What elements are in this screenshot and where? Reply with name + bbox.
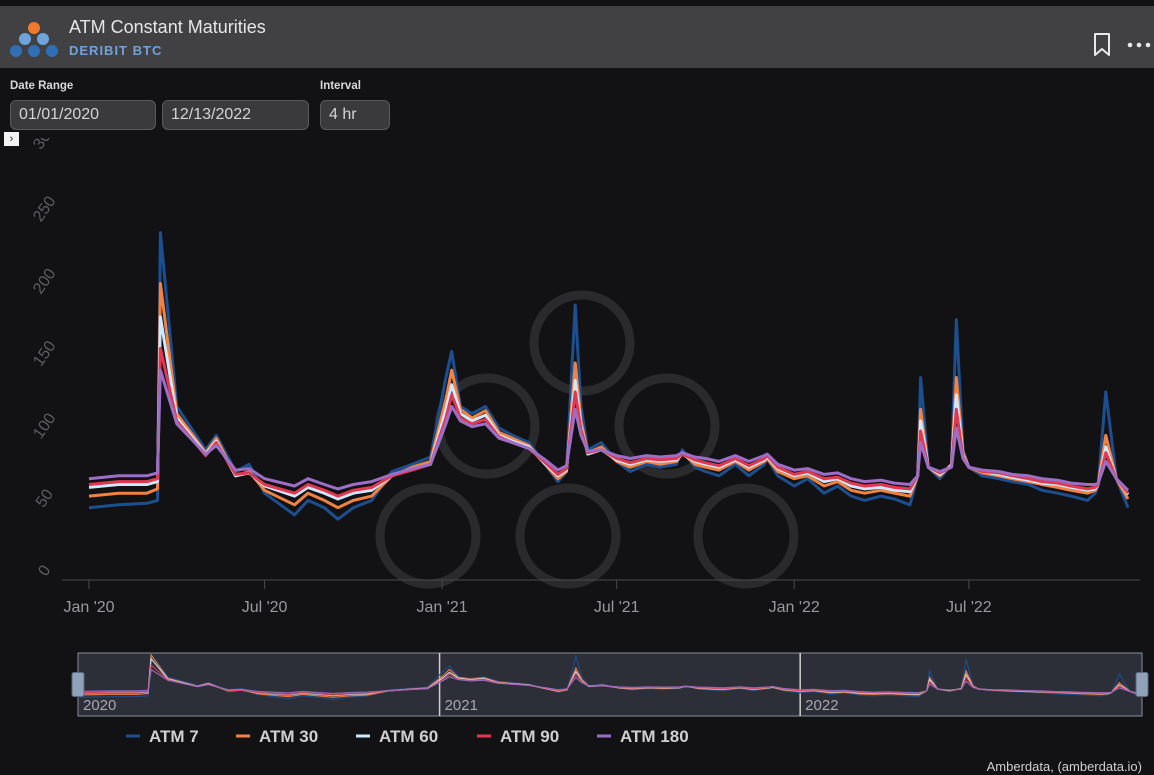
x-tick-label: Jul '20 [242,599,288,616]
y-tick-label: 100 [30,410,59,442]
series-line-atm-7 [88,231,1130,521]
bookmark-icon[interactable] [1090,32,1114,58]
watermark-circle [515,483,621,589]
legend-item-atm-7[interactable]: ATM 7 [149,727,199,746]
interval-label: Interval [320,80,361,92]
legend-item-atm-60[interactable]: ATM 60 [379,727,438,746]
x-tick-label: Jul '21 [594,599,640,616]
y-tick-label: 0 [35,562,54,579]
chart-subtitle: DERIBIT BTC [69,43,163,58]
expand-icon[interactable]: › [4,132,19,146]
series-line-atm-90 [88,347,1130,498]
x-tick-label: Jul '22 [946,599,992,616]
chart-header: ATM Constant Maturities DERIBIT BTC [0,6,1154,68]
navigator-right-handle[interactable] [1135,672,1149,697]
legend-item-atm-90[interactable]: ATM 90 [500,727,559,746]
line-chart: 0 50 100 150 200 250 300 Jan '20 Jul '20 Jan '21 J… [30,138,1149,746]
legend-item-atm-30[interactable]: ATM 30 [259,727,318,746]
y-tick-label: 150 [30,338,59,370]
watermark-circle [529,290,635,396]
x-tick-label: Jan '21 [417,599,468,616]
navigator-left-handle[interactable] [71,672,85,697]
navigator-year-label: 2020 [83,697,116,714]
y-tick-label: 250 [30,193,59,225]
legend-item-atm-180[interactable]: ATM 180 [620,727,689,746]
chart-title: ATM Constant Maturities [69,17,266,37]
more-icon[interactable] [1126,32,1152,58]
y-tick-label: 200 [30,266,59,298]
start-date-input[interactable]: 01/01/2020 [10,100,156,130]
navigator-window[interactable] [77,652,1143,717]
amberdata-logo-icon [10,22,58,57]
x-tick-label: Jan '20 [63,599,114,616]
watermark-circle [693,483,799,589]
navigator-year-label: 2021 [445,697,478,714]
navigator-year-label: 2022 [805,697,838,714]
watermark-circle [614,373,720,479]
interval-select[interactable]: 4 hr [320,100,390,130]
date-range-label: Date Range [10,80,74,92]
watermark-circle [375,483,481,589]
y-tick-label: 300 [30,138,59,153]
end-date-input[interactable]: 12/13/2022 [162,100,309,130]
watermark-logo [375,290,799,589]
y-tick-label: 50 [33,486,57,510]
series-line-atm-180 [88,368,1130,492]
navigator-line-atm-180 [77,668,1143,695]
x-tick-label: Jan '22 [769,599,820,616]
chart-credit: Amberdata, (amberdata.io) [986,759,1142,774]
